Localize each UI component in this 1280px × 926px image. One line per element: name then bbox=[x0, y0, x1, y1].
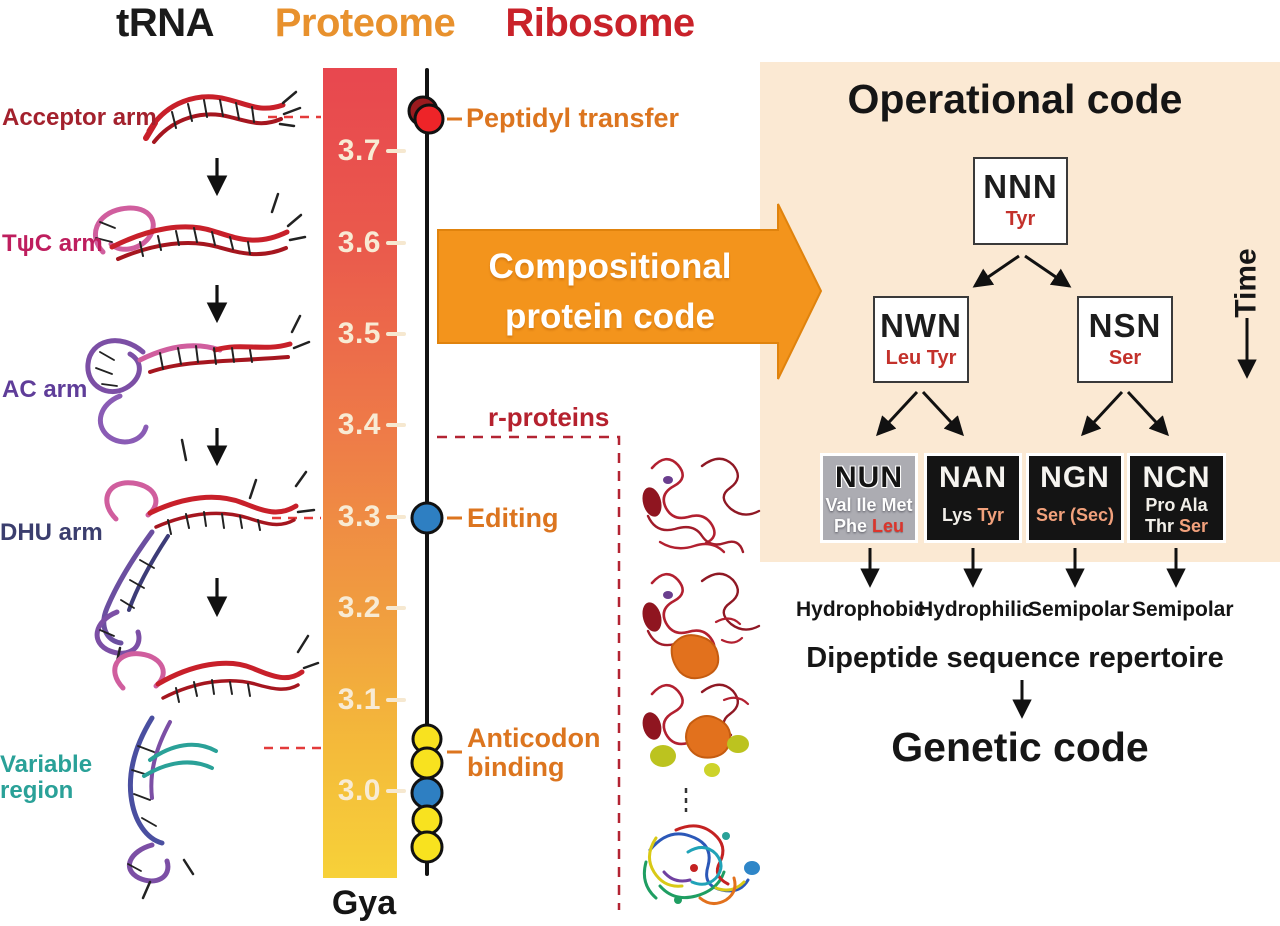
codon-ncn-aa-thr: Thr bbox=[1144, 516, 1174, 536]
codon-ncn: NCN bbox=[1142, 461, 1211, 494]
timeline-unit-label: Gya bbox=[331, 884, 397, 922]
tick-mark bbox=[386, 606, 406, 610]
ribosome-timeline-line bbox=[425, 68, 429, 876]
tick-3.4: 3.4 bbox=[337, 408, 381, 441]
marker-anticodon-2 bbox=[410, 746, 444, 780]
codon-ncn-aa-line1: Pro Ala bbox=[1145, 495, 1208, 515]
codon-nnn-aa: Tyr bbox=[1005, 208, 1036, 230]
stage-label-tpsic-arm: TψC arm bbox=[2, 230, 103, 257]
event-label-dashes bbox=[447, 117, 462, 754]
tick-mark bbox=[386, 332, 406, 336]
codon-box-nsn: NSN Ser bbox=[1077, 296, 1173, 383]
codon-nwn-aa: Leu Tyr bbox=[885, 347, 957, 369]
codon-nsn-aa: Ser bbox=[1108, 347, 1142, 369]
codon-nun-aa-phe: Phe bbox=[833, 516, 867, 536]
genetic-code-label: Genetic code bbox=[891, 724, 1149, 770]
event-label-peptidyl-transfer: Peptidyl transfer bbox=[466, 103, 680, 133]
tick-mark bbox=[386, 789, 406, 793]
codon-ncn-aa-ser: Ser bbox=[1178, 516, 1209, 536]
compositional-protein-code-label: Compositional protein code bbox=[488, 247, 732, 336]
stage-label-variable-region: Variable region bbox=[0, 751, 93, 804]
tick-mark bbox=[386, 515, 406, 519]
r-protein-structure-4 bbox=[642, 824, 760, 905]
codon-nun-aa-line1: Val Ile Met bbox=[825, 495, 913, 515]
r-protein-structure-1 bbox=[642, 457, 761, 554]
codon-nun-aa-leu: Leu bbox=[872, 516, 905, 536]
category-semipolar-1: Semipolar bbox=[1028, 598, 1130, 621]
codon-tree-arrows bbox=[860, 254, 1257, 719]
dipeptide-repertoire-label: Dipeptide sequence repertoire bbox=[806, 642, 1224, 674]
r-protein-structure-2 bbox=[642, 572, 761, 680]
compositional-protein-code-arrow bbox=[437, 203, 823, 380]
tick-mark bbox=[386, 241, 406, 245]
proteome-timeline-bar bbox=[323, 68, 397, 878]
trna-structure-dhu-arm bbox=[94, 470, 316, 668]
operational-code-title: Operational code bbox=[847, 76, 1183, 122]
tick-3.7: 3.7 bbox=[337, 134, 381, 167]
codon-nun: NUN bbox=[835, 461, 903, 494]
codon-nan-aa-lys: Lys bbox=[941, 505, 973, 525]
tick-mark bbox=[386, 698, 406, 702]
codon-box-nun: NUN Val Ile Met Phe Leu bbox=[820, 453, 918, 543]
codon-nsn: NSN bbox=[1088, 307, 1162, 344]
stage-label-dhu-arm: DHU arm bbox=[0, 519, 103, 546]
tick-3.2: 3.2 bbox=[337, 591, 381, 624]
trna-dashed-connectors bbox=[264, 115, 321, 750]
codon-box-ncn: NCN Pro Ala Thr Ser bbox=[1127, 453, 1226, 543]
codon-box-ngn: NGN Ser (Sec) bbox=[1026, 453, 1124, 543]
trna-structure-variable-region bbox=[112, 634, 320, 900]
r-proteins-bracket bbox=[437, 435, 688, 910]
trna-structure-acceptor-arm bbox=[143, 90, 302, 144]
codon-box-nwn: NWN Leu Tyr bbox=[873, 296, 969, 383]
tick-mark bbox=[386, 149, 406, 153]
codon-nwn: NWN bbox=[880, 307, 962, 344]
tick-3.0: 3.0 bbox=[337, 774, 381, 807]
time-axis-label: Time bbox=[1230, 248, 1264, 318]
marker-peptidyl-transfer bbox=[413, 103, 445, 135]
stage-label-acceptor-arm: Acceptor arm bbox=[2, 104, 157, 131]
trna-structure-ac-arm bbox=[85, 314, 311, 462]
tick-3.5: 3.5 bbox=[337, 317, 381, 350]
trna-structure-tpsic-arm bbox=[92, 192, 307, 261]
codon-nan: NAN bbox=[939, 461, 1007, 494]
tick-3.6: 3.6 bbox=[337, 226, 381, 259]
event-label-editing: Editing bbox=[467, 503, 559, 533]
codon-nnn: NNN bbox=[983, 168, 1058, 205]
tick-3.3: 3.3 bbox=[337, 500, 381, 533]
marker-blue-3.0 bbox=[410, 776, 444, 810]
codon-box-nnn: NNN Tyr bbox=[973, 157, 1068, 245]
tick-3.1: 3.1 bbox=[337, 683, 381, 716]
category-hydrophobic: Hydrophobic bbox=[796, 598, 926, 621]
stage-label-ac-arm: AC arm bbox=[2, 376, 88, 403]
marker-yellow-2 bbox=[410, 830, 444, 864]
column-header-proteome: Proteome bbox=[274, 1, 456, 45]
column-header-ribosome: Ribosome bbox=[505, 1, 695, 45]
category-hydrophilic: Hydrophilic bbox=[918, 598, 1034, 621]
time-axis: Time bbox=[1214, 248, 1280, 318]
marker-editing bbox=[410, 501, 444, 535]
codon-nan-aa-tyr: Tyr bbox=[977, 505, 1005, 525]
category-semipolar-2: Semipolar bbox=[1132, 598, 1234, 621]
r-proteins-label: r-proteins bbox=[488, 402, 610, 432]
timeline-markers bbox=[407, 95, 445, 864]
tick-mark bbox=[386, 423, 406, 427]
codon-ngn: NGN bbox=[1040, 461, 1110, 494]
r-protein-structure-3 bbox=[642, 683, 750, 777]
codon-ngn-aa: Ser (Sec) bbox=[1035, 505, 1115, 525]
event-label-anticodon-binding: Anticodon binding bbox=[467, 723, 601, 782]
column-header-trna: tRNA bbox=[116, 1, 214, 45]
marker-yellow-1 bbox=[411, 804, 443, 836]
codon-box-nan: NAN Lys Tyr bbox=[924, 453, 1022, 543]
